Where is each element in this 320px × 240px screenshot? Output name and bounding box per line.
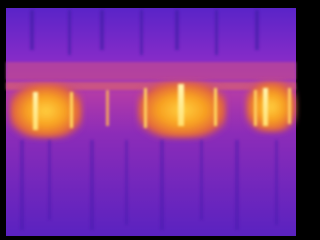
hot-zones (10, 82, 296, 138)
thermal-image (0, 0, 303, 240)
page: (() => { const data = JSON.parse(documen… (0, 0, 303, 240)
